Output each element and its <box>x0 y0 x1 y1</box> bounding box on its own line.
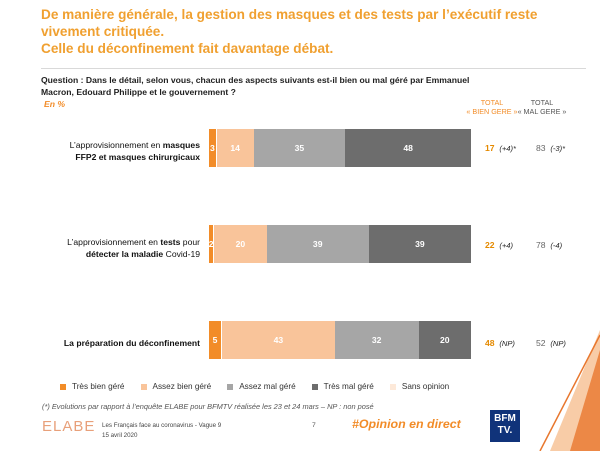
legend: Très bien géré Assez bien géré Assez mal g… <box>60 382 449 391</box>
seg-assez-mal: 35 <box>253 129 346 167</box>
legend-swatch <box>60 383 66 390</box>
seg-assez-mal: 32 <box>334 321 419 359</box>
survey-date: 15 avril 2020 <box>102 432 138 439</box>
seg-tres-mal: 48 <box>345 129 471 167</box>
total-mal-change: (-3)* <box>550 144 566 153</box>
row-label-bold: tests <box>160 237 181 247</box>
total-bien-header-line1: TOTAL <box>480 98 504 107</box>
total-bien-change: (NP) <box>499 339 515 348</box>
legend-tres-mal: Très mal géré <box>311 382 374 391</box>
seg-assez-bien: 43 <box>222 321 335 359</box>
total-bien-change: (+4) <box>499 241 514 250</box>
headline-line-1: De manière générale, la gestion des masq… <box>41 7 538 22</box>
divider <box>41 68 586 69</box>
survey-title: Les Français face au coronavirus - Vague… <box>102 422 222 429</box>
hashtag: #Opinion en direct <box>352 417 461 431</box>
bar-masques: 3 14 35 48 <box>209 129 471 167</box>
bar-tests: 2 20 39 39 <box>209 225 471 263</box>
total-bien-change: (+4)* <box>499 144 517 153</box>
seg-assez-bien: 14 <box>216 129 254 167</box>
total-bien-value: 17 <box>485 143 495 153</box>
total-mal-masques: 83 (-3)* <box>536 143 565 153</box>
legend-assez-bien: Assez bien géré <box>140 382 212 391</box>
elabe-logo: ELABE <box>42 418 96 435</box>
seg-assez-mal: 39 <box>266 225 369 263</box>
total-mal-tests: 78 (-4) <box>536 240 562 250</box>
bar-deconfinement: 5 43 32 20 <box>209 321 471 359</box>
total-bien-deconfinement: 48 (NP) <box>485 338 515 348</box>
legend-label: Très bien géré <box>72 382 125 391</box>
seg-tres-mal: 39 <box>368 225 471 263</box>
row-label-bold: masques <box>162 140 200 150</box>
bfm-text: BFM <box>494 413 516 424</box>
total-bien-value: 22 <box>485 240 495 250</box>
row-label-bold: La préparation du déconfinement <box>63 338 200 348</box>
legend-sans-opinion: Sans opinion <box>389 382 450 391</box>
total-mal-value: 52 <box>536 338 546 348</box>
total-mal-header: TOTAL « MAL GERE » <box>510 98 574 116</box>
total-mal-change: (-4) <box>550 241 563 250</box>
bfmtv-logo: BFM TV. <box>490 410 520 442</box>
legend-swatch <box>389 383 396 390</box>
unit-label: En % <box>44 99 66 109</box>
row-label-text-2: pour <box>180 237 200 247</box>
tv-text: TV. <box>497 425 513 436</box>
footnote: (*) Evolutions par rapport à l’enquête E… <box>42 402 374 411</box>
legend-swatch <box>311 383 318 390</box>
decorative-corner-shape <box>539 330 600 451</box>
total-mal-change: (NP) <box>550 339 566 348</box>
legend-label: Assez bien géré <box>152 382 212 391</box>
total-mal-deconfinement: 52 (NP) <box>536 338 566 348</box>
legend-tres-bien: Très bien géré <box>60 382 125 391</box>
headline-line-3: Celle du déconfinement fait davantage dé… <box>41 41 334 56</box>
row-label-tests: L’approvisionnement en tests pour détect… <box>22 236 200 260</box>
total-mal-value: 78 <box>536 240 546 250</box>
headline-line-2: vivement critiquée. <box>41 24 165 39</box>
legend-label: Très mal géré <box>323 382 374 391</box>
total-bien-header-line2: « BIEN GERE » <box>466 107 518 116</box>
total-bien-tests: 22 (+4) <box>485 240 513 250</box>
row-label-bold-2: FFP2 et masques chirurgicaux <box>75 152 200 162</box>
seg-tres-bien: 2 <box>209 225 215 263</box>
total-mal-header-line2: « MAL GERE » <box>517 107 567 116</box>
legend-label: Sans opinion <box>401 382 450 391</box>
legend-swatch <box>140 383 147 390</box>
legend-label: Assez mal géré <box>239 382 296 391</box>
row-label-text-3: Covid-19 <box>163 249 200 259</box>
row-label-text: L’approvisionnement en <box>69 140 163 150</box>
total-mal-value: 83 <box>536 143 546 153</box>
legend-swatch <box>227 383 234 390</box>
total-bien-value: 48 <box>485 338 495 348</box>
question-text: Question : Dans le détail, selon vous, c… <box>41 75 470 97</box>
seg-tres-bien: 3 <box>209 129 217 167</box>
seg-assez-bien: 20 <box>214 225 267 263</box>
total-mal-header-line1: TOTAL <box>530 98 554 107</box>
seg-tres-mal: 20 <box>418 321 471 359</box>
seg-tres-bien: 5 <box>209 321 223 359</box>
total-bien-masques: 17 (+4)* <box>485 143 516 153</box>
row-label-deconfinement: La préparation du déconfinement <box>22 337 200 349</box>
legend-assez-mal: Assez mal géré <box>227 382 296 391</box>
row-label-masques: L’approvisionnement en masques FFP2 et m… <box>22 139 200 163</box>
total-bien-header: TOTAL « BIEN GERE » <box>460 98 524 116</box>
headline: De manière générale, la gestion des masq… <box>41 6 561 57</box>
page-number: 7 <box>312 422 316 429</box>
row-label-bold-2: détecter la maladie <box>85 249 164 259</box>
survey-info: Les Français face au coronavirus - Vague… <box>102 421 221 441</box>
row-label-text: L’approvisionnement en <box>67 237 161 247</box>
